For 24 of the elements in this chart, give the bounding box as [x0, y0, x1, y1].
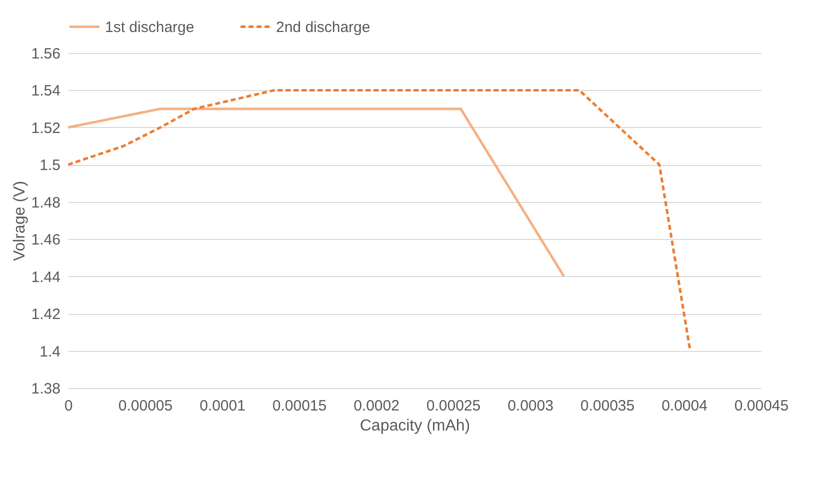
y-tick-label: 1.44	[31, 268, 60, 286]
y-tick-label: 1.48	[31, 194, 60, 212]
y-tick-label: 1.56	[31, 46, 60, 62]
x-tick-label: 0.0003	[508, 398, 554, 414]
x-tick-label: 0.00035	[580, 398, 635, 414]
y-tick-label: 1.5	[40, 157, 60, 174]
x-tick-label: 0.00015	[272, 398, 327, 414]
legend-label: 1st discharge	[105, 18, 194, 36]
x-tick-label: 0.0001	[200, 398, 246, 414]
y-tick-label: 1.46	[31, 232, 60, 249]
x-tick-label: 0.00025	[426, 398, 481, 414]
y-tick-label: 1.52	[31, 120, 60, 137]
y-tick-label: 1.4	[40, 343, 60, 360]
x-axis-title: Capacity (mAh)	[360, 418, 470, 434]
x-tick-label: 0.0002	[354, 398, 400, 414]
x-tick-label: 0.00005	[118, 398, 173, 414]
legend-label: 2nd discharge	[276, 18, 370, 36]
y-axis-title: Volrage (V)	[11, 180, 28, 262]
x-tick-label: 0.0004	[662, 398, 708, 414]
y-tick-label: 1.54	[31, 82, 60, 100]
y-tick-label: 1.42	[31, 306, 60, 324]
x-tick-label: 0	[64, 398, 73, 414]
x-tick-label: 0.00045	[734, 398, 789, 414]
y-tick-label: 1.38	[31, 380, 60, 398]
